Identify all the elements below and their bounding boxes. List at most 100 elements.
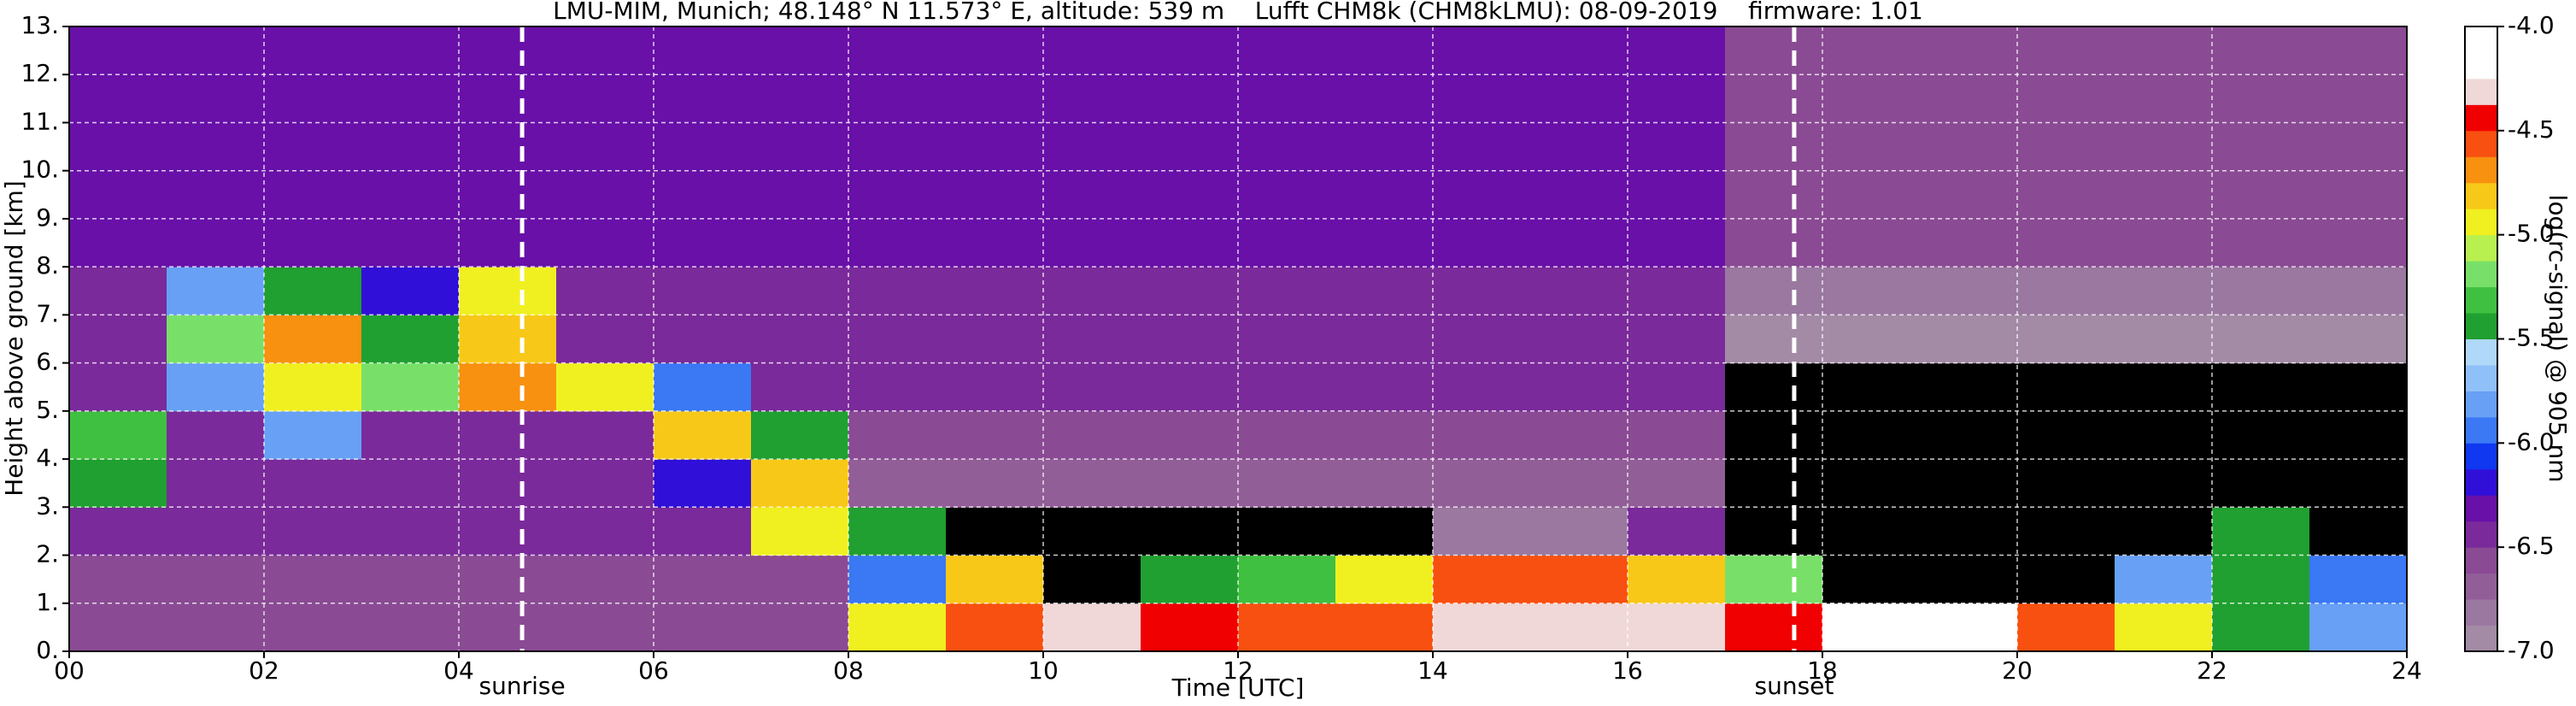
heatmap-cell (556, 555, 654, 604)
colorbar-tick-label: -5.5 (2508, 324, 2555, 352)
heatmap-cell (2017, 459, 2115, 508)
heatmap-cell (654, 459, 752, 508)
heatmap-cell (1238, 507, 1336, 556)
x-tick-label: 20 (2002, 656, 2033, 685)
heatmap-cell (167, 218, 265, 268)
heatmap-cell (2212, 74, 2310, 123)
heatmap-cell (751, 410, 849, 460)
y-tick-label: 11. (21, 107, 59, 135)
colorbar-swatch (2465, 338, 2497, 366)
heatmap-cell (654, 218, 752, 268)
heatmap-cell (1628, 218, 1726, 268)
heatmap-cell (459, 218, 557, 268)
heatmap-cell (167, 122, 265, 172)
heatmap-cell (69, 555, 167, 604)
colorbar-swatch (2465, 573, 2497, 600)
heatmap-cell (1725, 122, 1823, 172)
heatmap-cell (361, 26, 460, 75)
heatmap-cell (2212, 122, 2310, 172)
heatmap-cell (1335, 26, 1434, 75)
heatmap-cell (1628, 410, 1726, 460)
heatmap-cell (69, 507, 167, 556)
heatmap-cell (1920, 218, 2018, 268)
heatmap-cell (2115, 603, 2213, 652)
heatmap-cell (1530, 315, 1628, 364)
heatmap-cell (2017, 218, 2115, 268)
heatmap-cell (1725, 267, 1823, 315)
heatmap-cell (1141, 170, 1239, 220)
colorbar-swatch (2465, 104, 2497, 132)
heatmap-cell (751, 267, 849, 315)
heatmap-cell (1141, 603, 1239, 652)
heatmap-cell (848, 362, 947, 412)
y-tick-label: 0. (36, 636, 59, 664)
heatmap-cell (1920, 170, 2018, 220)
heatmap-cell (1043, 218, 1141, 268)
colorbar-swatch (2465, 261, 2497, 288)
heatmap-cell (1433, 410, 1531, 460)
heatmap-cell (69, 74, 167, 123)
annotation-label: sunrise (479, 672, 566, 700)
heatmap-cell (1822, 362, 1921, 412)
heatmap-cell (751, 362, 849, 412)
heatmap-cell (264, 122, 362, 172)
heatmap-cell (167, 26, 265, 75)
heatmap-cell (361, 459, 460, 508)
heatmap-cell (2017, 507, 2115, 556)
heatmap-cell (946, 603, 1044, 652)
heatmap-cell (2212, 170, 2310, 220)
heatmap-cell (1238, 555, 1336, 604)
colorbar-swatch (2465, 78, 2497, 105)
heatmap-cell (1628, 267, 1726, 315)
heatmap-cell (264, 74, 362, 123)
heatmap-cell (1238, 315, 1336, 364)
heatmap-cell (848, 74, 947, 123)
heatmap-cell (654, 267, 752, 315)
heatmap-cell (751, 315, 849, 364)
heatmap-cell (946, 122, 1044, 172)
heatmap-cell (1920, 555, 2018, 604)
x-tick-label: 08 (833, 656, 864, 685)
heatmap-cell (167, 315, 265, 364)
heatmap-cell (1725, 362, 1823, 412)
heatmap-cell (848, 603, 947, 652)
heatmap-cell (459, 362, 557, 412)
heatmap (69, 26, 2408, 652)
heatmap-cell (848, 410, 947, 460)
y-tick-label: 3. (36, 491, 59, 520)
heatmap-cell (2115, 555, 2213, 604)
heatmap-cell (1141, 459, 1239, 508)
y-tick-label: 10. (21, 156, 59, 184)
heatmap-cell (459, 603, 557, 652)
heatmap-cell (1920, 362, 2018, 412)
heatmap-cell (2309, 122, 2408, 172)
heatmap-cell (1822, 267, 1921, 315)
y-tick-label: 12. (21, 59, 59, 87)
x-tick-label: 04 (443, 656, 474, 685)
heatmap-cell (751, 122, 849, 172)
heatmap-cell (2309, 362, 2408, 412)
heatmap-cell (946, 410, 1044, 460)
heatmap-cell (1433, 507, 1531, 556)
heatmap-cell (1530, 555, 1628, 604)
heatmap-cell (1920, 122, 2018, 172)
heatmap-cell (167, 603, 265, 652)
chart-title: LMU-MIM, Munich; 48.148° N 11.573° E, al… (553, 0, 1923, 25)
heatmap-cell (848, 267, 947, 315)
heatmap-cell (1822, 122, 1921, 172)
heatmap-cell (264, 410, 362, 460)
heatmap-cell (848, 459, 947, 508)
heatmap-cell (848, 26, 947, 75)
heatmap-cell (1238, 170, 1336, 220)
heatmap-cell (1433, 555, 1531, 604)
heatmap-cell (1920, 410, 2018, 460)
heatmap-cell (1238, 459, 1336, 508)
heatmap-cell (1628, 122, 1726, 172)
heatmap-cell (2115, 459, 2213, 508)
heatmap-cell (2212, 267, 2310, 315)
heatmap-cell (1530, 362, 1628, 412)
heatmap-cell (1141, 26, 1239, 75)
colorbar-swatch (2465, 443, 2497, 470)
heatmap-cell (1141, 362, 1239, 412)
heatmap-cell (1530, 410, 1628, 460)
